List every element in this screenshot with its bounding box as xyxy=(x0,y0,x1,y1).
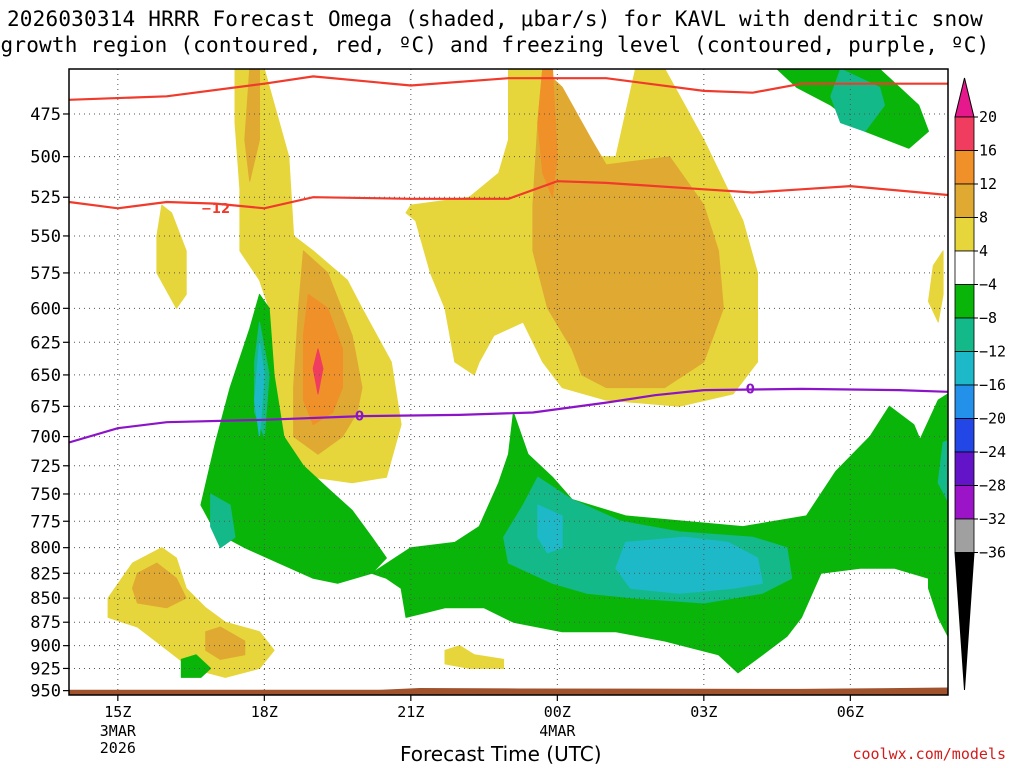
omega-region-8-3 xyxy=(132,562,187,609)
y-tick-label-800: 800 xyxy=(30,539,61,559)
y-tick-label-675: 675 xyxy=(30,397,61,417)
y-tick-label-900: 900 xyxy=(30,637,61,657)
colorbar-label-10: −24 xyxy=(979,443,1006,461)
y-tick-label-950: 950 xyxy=(30,682,61,702)
colorbar-top-arrow xyxy=(954,77,975,118)
colorbar-label-8: −16 xyxy=(979,376,1006,394)
y-tick-label-550: 550 xyxy=(30,227,61,247)
credit-text: coolwx.com/models xyxy=(852,745,1006,763)
colorbar-swatch-7 xyxy=(954,351,975,386)
y-tick-label-475: 475 xyxy=(30,105,61,125)
y-tick-label-775: 775 xyxy=(30,512,61,532)
colorbar-swatch-12 xyxy=(954,518,975,553)
omega-region-neg12-1 xyxy=(537,504,563,554)
omega-region-12-0 xyxy=(537,69,558,198)
contour-label-2-0: 0 xyxy=(355,410,364,425)
colorbar-swatch-3 xyxy=(954,217,975,252)
colorbar-label-4: 4 xyxy=(979,242,988,260)
colorbar-label-2: 12 xyxy=(979,175,997,193)
colorbar-bottom-arrow xyxy=(954,552,975,691)
colorbar-swatch-2 xyxy=(954,183,975,218)
colorbar-label-11: −28 xyxy=(979,477,1006,495)
omega-region-4-2 xyxy=(156,204,187,309)
y-tick-label-700: 700 xyxy=(30,428,61,448)
colorbar-label-9: −20 xyxy=(979,410,1006,428)
colorbar-swatch-1 xyxy=(954,150,975,185)
colorbar-swatch-5 xyxy=(954,284,975,319)
omega-region-8-0 xyxy=(244,69,260,182)
omega-region-neg8-3 xyxy=(210,493,236,549)
colorbar-swatch-4 xyxy=(954,250,975,285)
colorbar-label-1: 16 xyxy=(979,142,997,160)
y-tick-label-575: 575 xyxy=(30,264,61,284)
y-tick-label-850: 850 xyxy=(30,589,61,609)
colorbar-swatch-8 xyxy=(954,384,975,419)
colorbar-label-7: −12 xyxy=(979,343,1006,361)
y-tick-label-500: 500 xyxy=(30,148,61,168)
y-tick-label-525: 525 xyxy=(30,188,61,208)
plot-content: −12 0 0 xyxy=(69,69,948,695)
omega-region-neg4-2 xyxy=(200,293,387,584)
x-tick-sublabel-15Z-0: 3MAR xyxy=(100,722,137,740)
colorbar-swatch-0 xyxy=(954,116,975,151)
freezing-level-contour-2 xyxy=(69,387,948,444)
x-tick-label-03Z: 03Z xyxy=(690,703,717,721)
colorbar-swatch-11 xyxy=(954,485,975,520)
dgz-contour-0 xyxy=(69,75,948,101)
x-tick-sublabel-00Z-0: 4MAR xyxy=(539,722,576,740)
y-tick-label-600: 600 xyxy=(30,299,61,319)
chart-title-line2: growth region (contoured, red, ºC) and f… xyxy=(0,33,990,57)
y-tick-label-725: 725 xyxy=(30,457,61,477)
colorbar-label-0: 20 xyxy=(979,108,997,126)
colorbar-swatch-10 xyxy=(954,451,975,486)
colorbar-swatch-9 xyxy=(954,418,975,453)
omega-region-neg8-1 xyxy=(937,439,948,503)
terrain-strip xyxy=(69,687,948,695)
colorbar-label-5: −4 xyxy=(979,276,997,294)
y-tick-label-825: 825 xyxy=(30,564,61,584)
x-tick-label-21Z: 21Z xyxy=(397,703,424,721)
y-tick-label-650: 650 xyxy=(30,366,61,386)
omega-region-16-0 xyxy=(312,348,324,395)
x-tick-sublabel-15Z-1: 2026 xyxy=(100,739,136,757)
colorbar-label-13: −36 xyxy=(979,544,1006,562)
x-tick-label-18Z: 18Z xyxy=(251,703,278,721)
colorbar-label-6: −8 xyxy=(979,309,997,327)
colorbar-label-3: 8 xyxy=(979,209,988,227)
chart-title-line1: 2026030314 HRRR Forecast Omega (shaded, … xyxy=(6,7,984,31)
colorbar-swatch-6 xyxy=(954,317,975,352)
omega-region-4-4 xyxy=(444,645,505,669)
y-tick-label-750: 750 xyxy=(30,485,61,505)
y-tick-label-625: 625 xyxy=(30,333,61,353)
colorbar-label-12: −32 xyxy=(979,510,1006,528)
dgz-contour-1 xyxy=(69,180,948,210)
omega-region-neg4-4 xyxy=(180,654,212,678)
x-tick-label-00Z: 00Z xyxy=(544,703,571,721)
omega-region-12-1 xyxy=(302,293,343,426)
x-tick-label-06Z: 06Z xyxy=(837,703,864,721)
x-tick-label-15Z: 15Z xyxy=(104,703,131,721)
plot-frame xyxy=(68,68,949,696)
omega-region-4-5 xyxy=(928,250,944,323)
y-tick-label-875: 875 xyxy=(30,613,61,633)
contour-label-1-0: −12 xyxy=(201,202,230,217)
contour-label-2-1: 0 xyxy=(746,382,755,397)
omega-region-neg12-2 xyxy=(615,536,763,594)
y-tick-label-925: 925 xyxy=(30,659,61,679)
omega-region-8-4 xyxy=(205,626,246,660)
x-axis-label: Forecast Time (UTC) xyxy=(400,742,602,766)
